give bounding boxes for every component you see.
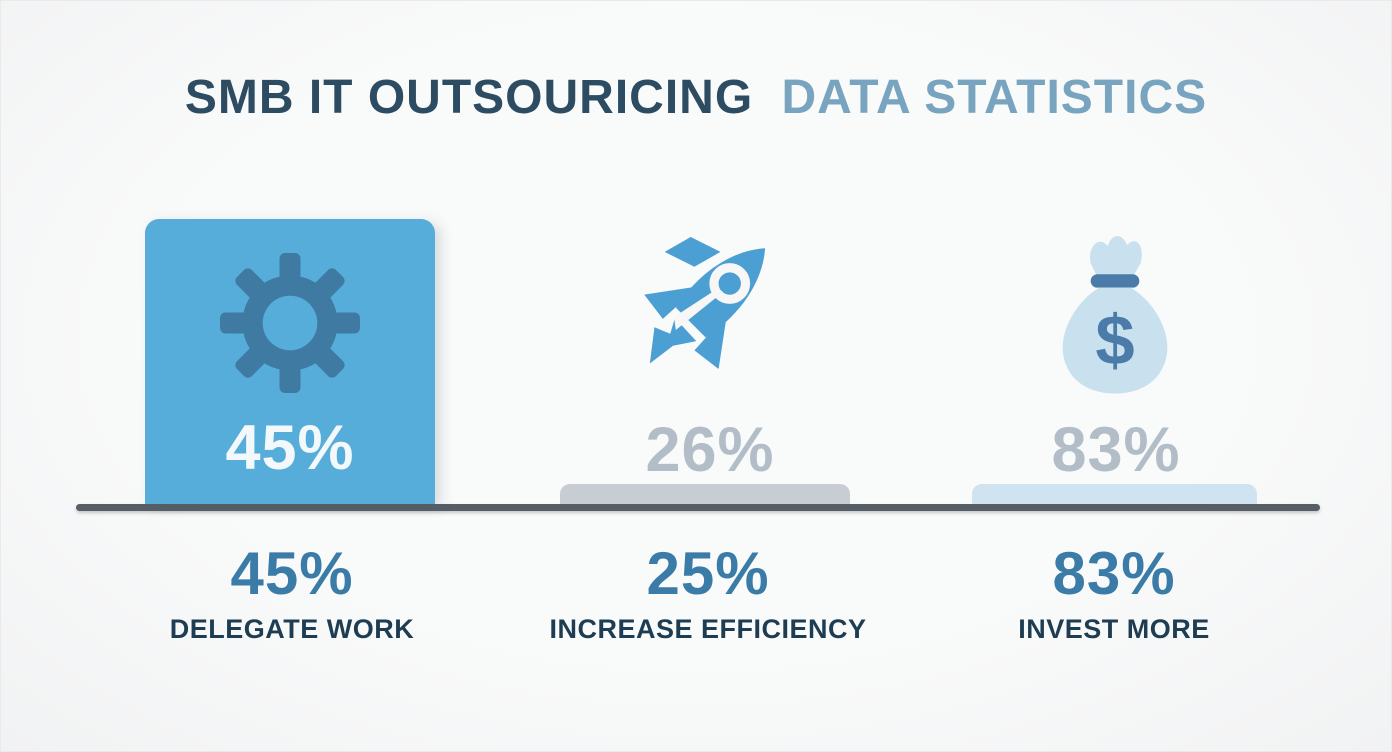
stat-label-invest-more: INVEST MORE xyxy=(1018,614,1210,644)
stat-value-increase-efficiency: 25% xyxy=(646,540,770,607)
bar-increase-efficiency xyxy=(560,484,850,504)
stat-invest-more: 83% INVEST MORE xyxy=(904,542,1324,645)
bar-value-delegate-work: 45% xyxy=(225,413,355,483)
money-bag-icon: $ xyxy=(1042,224,1188,400)
stat-increase-efficiency: 25% INCREASE EFFICIENCY xyxy=(498,542,918,645)
page-title: SMB IT OUTSOURICING DATA STATISTICS xyxy=(0,70,1392,125)
stat-delegate-work: 45% DELEGATE WORK xyxy=(82,542,502,645)
bar-invest-more xyxy=(972,484,1257,504)
stat-value-invest-more: 83% xyxy=(1052,540,1176,607)
bar-delegate-work: 45% xyxy=(145,219,435,504)
title-segment-light: DATA STATISTICS xyxy=(781,71,1208,124)
stat-value-delegate-work: 45% xyxy=(230,540,354,607)
bar-value-increase-efficiency: 26% xyxy=(645,415,775,485)
stat-label-increase-efficiency: INCREASE EFFICIENCY xyxy=(549,614,867,644)
rocket-icon xyxy=(608,216,792,400)
baseline-axis xyxy=(76,504,1320,511)
dollar-sign-glyph: $ xyxy=(1095,300,1134,379)
gear-icon xyxy=(220,253,360,393)
bar-value-invest-more: 83% xyxy=(1051,415,1181,485)
title-segment-dark: SMB IT OUTSOURICING xyxy=(184,71,754,124)
stat-label-delegate-work: DELEGATE WORK xyxy=(169,614,415,644)
